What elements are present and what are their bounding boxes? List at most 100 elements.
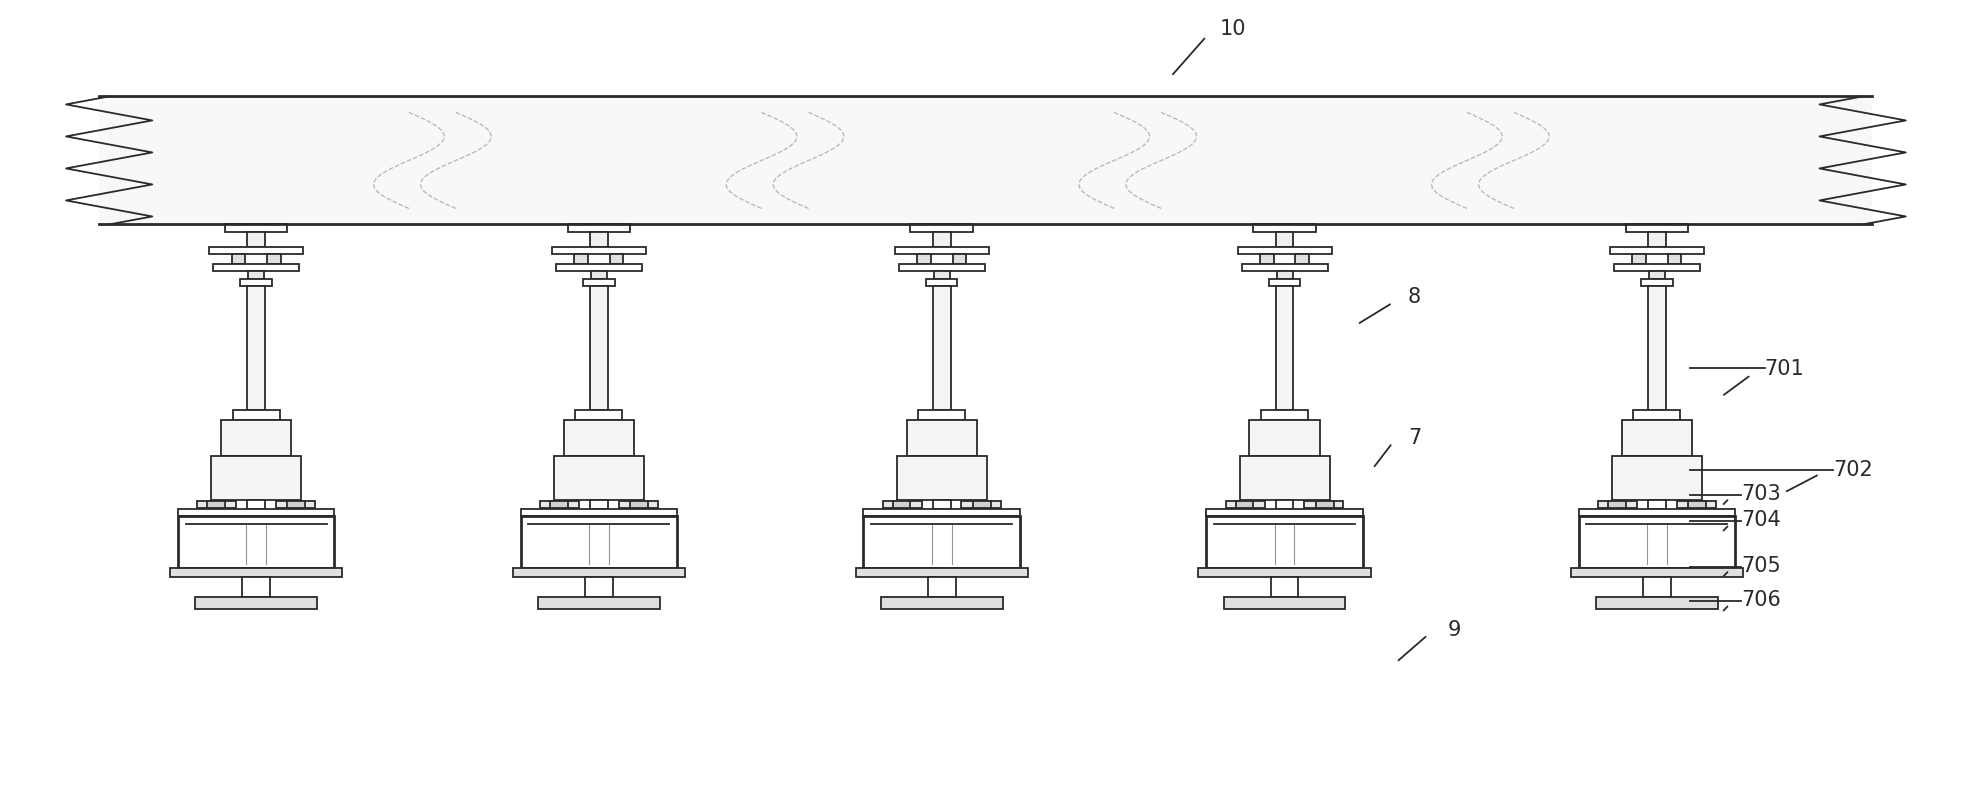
Text: 8: 8 bbox=[1409, 287, 1420, 307]
Bar bbox=[212, 456, 300, 500]
Bar bbox=[630, 501, 647, 508]
Bar bbox=[1236, 501, 1254, 508]
Bar bbox=[575, 411, 622, 420]
Bar bbox=[1613, 456, 1701, 500]
Bar bbox=[1648, 500, 1666, 510]
Bar bbox=[1609, 501, 1626, 508]
Bar bbox=[1250, 420, 1320, 456]
Bar bbox=[1260, 255, 1273, 265]
Bar bbox=[249, 272, 265, 280]
Bar bbox=[1317, 501, 1334, 508]
Bar bbox=[1599, 501, 1638, 508]
Bar bbox=[563, 420, 634, 456]
Bar bbox=[897, 456, 987, 500]
Bar bbox=[1579, 516, 1734, 568]
Bar bbox=[1632, 255, 1646, 265]
Text: 9: 9 bbox=[1448, 619, 1460, 638]
Bar bbox=[267, 255, 281, 265]
Bar bbox=[1579, 510, 1734, 516]
Bar bbox=[591, 286, 608, 411]
Bar bbox=[196, 597, 316, 609]
Bar bbox=[520, 510, 677, 516]
Bar bbox=[934, 500, 952, 510]
Bar bbox=[583, 280, 614, 286]
Bar bbox=[1207, 516, 1364, 568]
Bar bbox=[961, 501, 1001, 508]
Bar bbox=[918, 411, 965, 420]
Bar bbox=[1238, 248, 1332, 255]
Bar bbox=[926, 280, 957, 286]
Bar bbox=[553, 456, 644, 500]
Bar bbox=[1271, 577, 1299, 597]
Bar bbox=[934, 272, 950, 280]
Bar bbox=[1597, 597, 1717, 609]
Bar bbox=[1275, 286, 1293, 411]
Bar bbox=[233, 411, 281, 420]
Bar bbox=[618, 501, 657, 508]
Bar bbox=[881, 597, 1003, 609]
Bar bbox=[208, 501, 226, 508]
Bar bbox=[1650, 272, 1666, 280]
Bar bbox=[1199, 568, 1371, 577]
Text: 705: 705 bbox=[1740, 555, 1781, 575]
Bar bbox=[1277, 272, 1293, 280]
Bar bbox=[1648, 286, 1666, 411]
Bar bbox=[863, 510, 1020, 516]
Bar bbox=[934, 286, 952, 411]
Text: 702: 702 bbox=[1833, 459, 1874, 479]
Bar bbox=[1275, 233, 1293, 248]
Bar bbox=[899, 265, 985, 272]
Bar bbox=[198, 501, 237, 508]
Bar bbox=[179, 510, 334, 516]
Bar bbox=[520, 516, 677, 568]
Bar bbox=[551, 248, 645, 255]
Bar bbox=[575, 255, 589, 265]
Bar bbox=[1269, 280, 1301, 286]
Bar bbox=[910, 225, 973, 233]
Bar bbox=[1572, 568, 1742, 577]
Bar bbox=[171, 568, 341, 577]
Bar bbox=[100, 97, 1872, 225]
Bar bbox=[1295, 255, 1309, 265]
Bar bbox=[863, 516, 1020, 568]
Bar bbox=[1207, 510, 1364, 516]
Bar bbox=[1615, 265, 1699, 272]
Bar bbox=[906, 420, 977, 456]
Bar bbox=[934, 233, 952, 248]
Bar bbox=[214, 265, 298, 272]
Bar bbox=[512, 568, 685, 577]
Bar bbox=[895, 248, 989, 255]
Bar bbox=[1305, 501, 1344, 508]
Bar bbox=[288, 501, 304, 508]
Bar bbox=[540, 501, 579, 508]
Text: 10: 10 bbox=[1220, 19, 1246, 39]
Bar bbox=[1687, 501, 1705, 508]
Bar bbox=[591, 500, 608, 510]
Bar bbox=[222, 420, 290, 456]
Text: 7: 7 bbox=[1409, 427, 1420, 447]
Bar bbox=[855, 568, 1028, 577]
Bar bbox=[247, 286, 265, 411]
Bar bbox=[1242, 265, 1328, 272]
Bar bbox=[1668, 255, 1681, 265]
Bar bbox=[247, 233, 265, 248]
Bar bbox=[1644, 577, 1672, 597]
Bar bbox=[918, 255, 932, 265]
Bar bbox=[232, 255, 245, 265]
Bar bbox=[1634, 411, 1679, 420]
Text: 701: 701 bbox=[1764, 359, 1805, 379]
Bar bbox=[585, 577, 612, 597]
Bar bbox=[973, 501, 991, 508]
Bar bbox=[610, 255, 624, 265]
Bar bbox=[883, 501, 922, 508]
Bar bbox=[928, 577, 955, 597]
Bar bbox=[1254, 225, 1317, 233]
Bar bbox=[179, 516, 334, 568]
Bar bbox=[555, 265, 642, 272]
Bar bbox=[243, 577, 271, 597]
Bar bbox=[954, 255, 967, 265]
Bar bbox=[1642, 280, 1674, 286]
Bar bbox=[1648, 233, 1666, 248]
Bar bbox=[591, 272, 606, 280]
Text: 706: 706 bbox=[1740, 589, 1781, 610]
